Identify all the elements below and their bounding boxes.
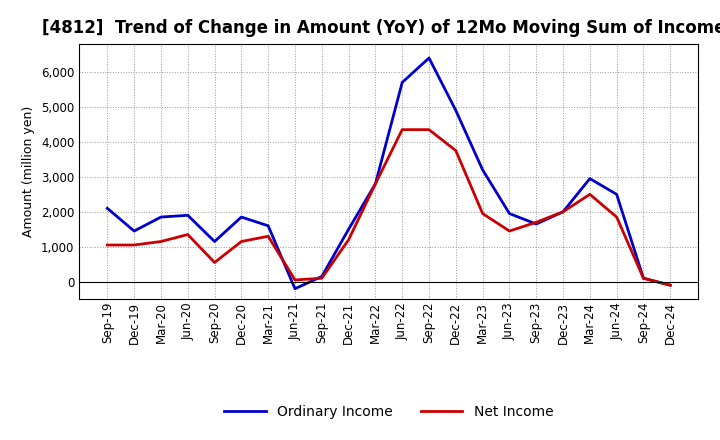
Ordinary Income — [344, 227, 353, 232]
Ordinary Income — [639, 275, 648, 281]
Ordinary Income — [532, 221, 541, 227]
Net Income — [451, 148, 460, 153]
Net Income — [157, 239, 166, 244]
Ordinary Income — [157, 214, 166, 220]
Ordinary Income — [585, 176, 594, 181]
Ordinary Income — [264, 223, 272, 228]
Ordinary Income — [451, 108, 460, 113]
Net Income — [666, 282, 675, 288]
Net Income — [318, 275, 326, 281]
Line: Net Income: Net Income — [107, 130, 670, 285]
Net Income — [639, 275, 648, 281]
Ordinary Income — [210, 239, 219, 244]
Ordinary Income — [237, 214, 246, 220]
Ordinary Income — [130, 228, 138, 234]
Ordinary Income — [318, 274, 326, 279]
Net Income — [559, 209, 567, 214]
Net Income — [237, 239, 246, 244]
Ordinary Income — [666, 282, 675, 288]
Net Income — [103, 242, 112, 248]
Net Income — [398, 127, 407, 132]
Ordinary Income — [371, 181, 379, 187]
Ordinary Income — [478, 167, 487, 172]
Net Income — [425, 127, 433, 132]
Ordinary Income — [398, 80, 407, 85]
Net Income — [585, 192, 594, 197]
Net Income — [371, 181, 379, 187]
Ordinary Income — [559, 209, 567, 214]
Net Income — [130, 242, 138, 248]
Ordinary Income — [291, 286, 300, 291]
Net Income — [291, 277, 300, 282]
Ordinary Income — [612, 192, 621, 197]
Title: [4812]  Trend of Change in Amount (YoY) of 12Mo Moving Sum of Incomes: [4812] Trend of Change in Amount (YoY) o… — [42, 19, 720, 37]
Net Income — [612, 214, 621, 220]
Net Income — [505, 228, 514, 234]
Net Income — [532, 220, 541, 225]
Net Income — [264, 234, 272, 239]
Net Income — [344, 237, 353, 242]
Legend: Ordinary Income, Net Income: Ordinary Income, Net Income — [219, 399, 559, 425]
Net Income — [210, 260, 219, 265]
Ordinary Income — [184, 213, 192, 218]
Y-axis label: Amount (million yen): Amount (million yen) — [22, 106, 35, 237]
Net Income — [478, 211, 487, 216]
Net Income — [184, 232, 192, 237]
Ordinary Income — [505, 211, 514, 216]
Ordinary Income — [103, 205, 112, 211]
Line: Ordinary Income: Ordinary Income — [107, 58, 670, 289]
Ordinary Income — [425, 55, 433, 61]
